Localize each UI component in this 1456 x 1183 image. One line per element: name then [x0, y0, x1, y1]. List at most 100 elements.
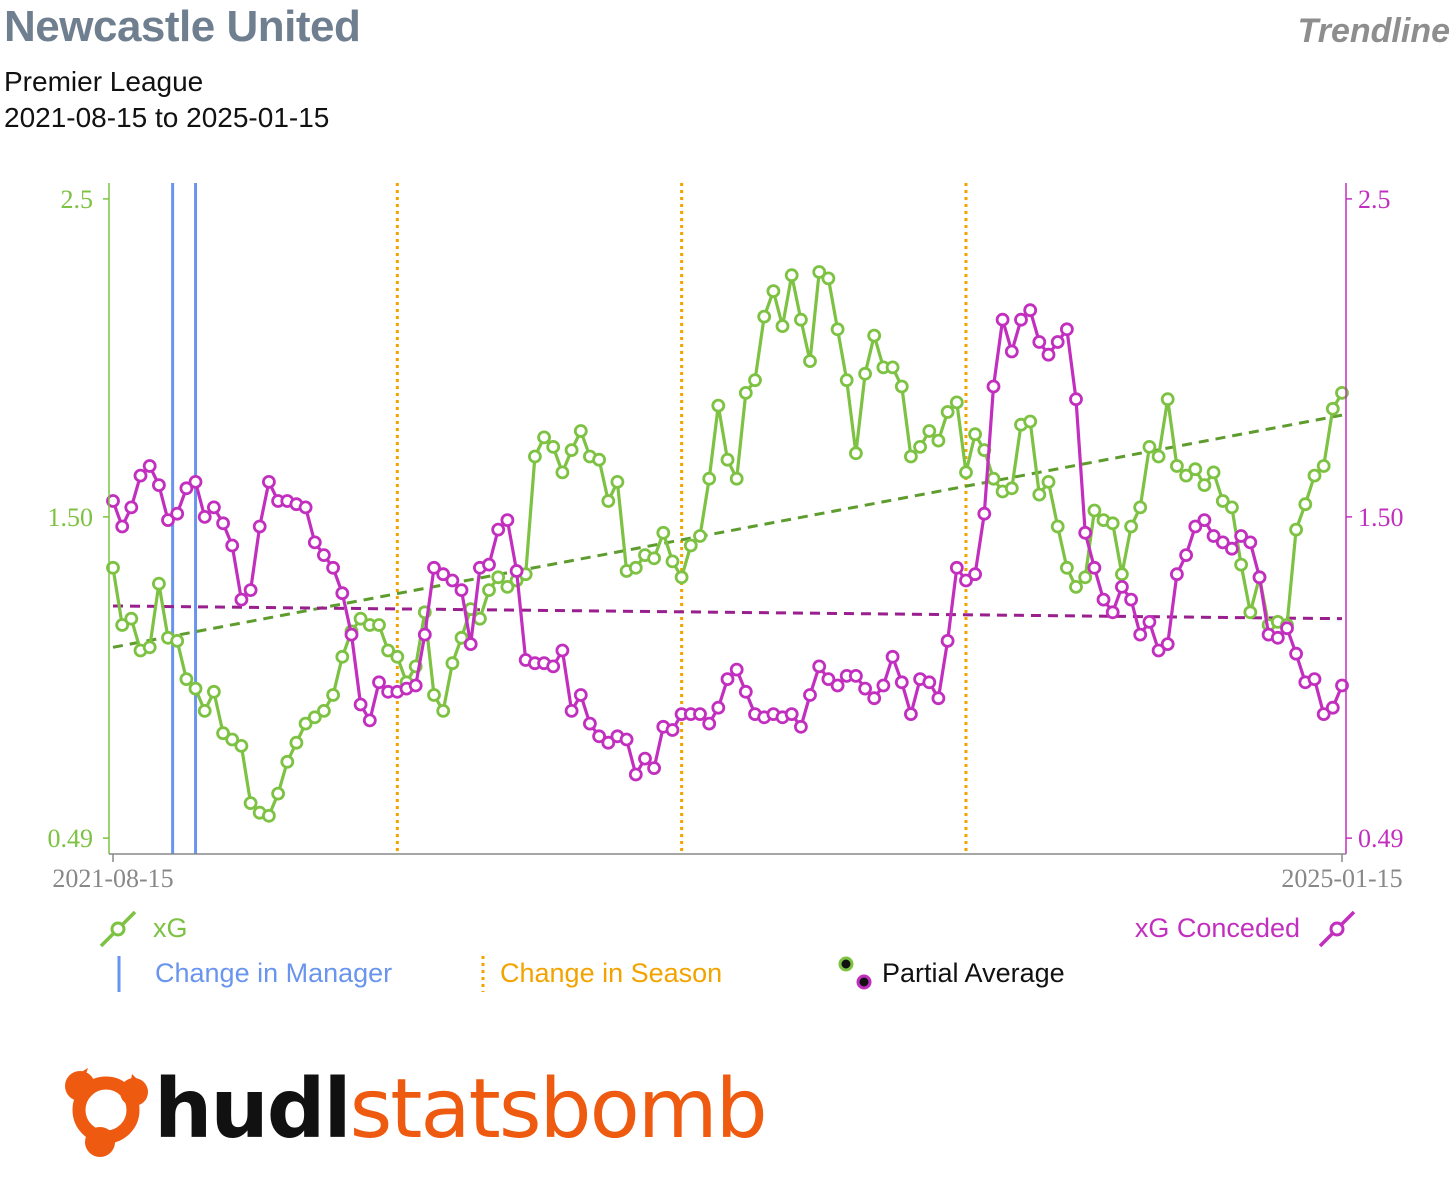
xg-point	[555, 465, 570, 480]
right-tick-label: 2.5	[1358, 185, 1391, 214]
xg-point	[949, 395, 964, 410]
xga-point	[179, 481, 194, 496]
xga-point	[307, 535, 322, 550]
xg-point	[1225, 500, 1239, 515]
xg-point	[922, 424, 937, 438]
xga-point	[491, 522, 506, 537]
xg-point	[528, 449, 542, 464]
right-tick-label: 0.49	[1358, 824, 1404, 853]
axes	[108, 183, 1347, 855]
xg-point	[803, 354, 817, 369]
xga-point	[812, 659, 827, 674]
xg-point	[546, 439, 561, 454]
legend-xga-icon	[1318, 910, 1356, 948]
xga-point	[564, 704, 579, 718]
xga-point	[1160, 637, 1175, 651]
xg-point	[353, 611, 368, 626]
brand-label: Trendline	[1297, 12, 1450, 50]
xga-point	[592, 729, 606, 744]
xga-point	[206, 500, 221, 515]
xga-point	[1032, 335, 1047, 349]
xga-point	[1041, 347, 1056, 362]
xga-point	[1234, 529, 1248, 543]
hudl-statsbomb-logo: hudl statsbomb	[58, 1060, 768, 1160]
xga-point	[234, 592, 249, 607]
left-tick-label: 0.49	[48, 824, 94, 853]
xga-point	[1243, 535, 1258, 550]
xga-point	[876, 678, 891, 693]
xga-point	[252, 519, 267, 534]
legend-partial-average-label: Partial Average	[882, 958, 1065, 988]
xg-point	[454, 630, 469, 645]
xg-point	[179, 672, 194, 686]
xg-point	[1105, 516, 1120, 531]
xg-point	[867, 328, 882, 343]
xg-point	[307, 710, 322, 725]
xga-point	[188, 474, 203, 489]
xg-point	[1197, 478, 1212, 493]
xga-point	[1060, 322, 1074, 337]
xg-point	[748, 373, 762, 388]
xga-point	[1069, 392, 1083, 407]
xga-point	[316, 548, 331, 562]
xga-point	[372, 675, 386, 690]
xg-point	[1307, 468, 1322, 483]
xga-point	[1335, 678, 1349, 693]
xga-point	[601, 735, 616, 750]
xga-point	[1105, 605, 1120, 620]
xg-point	[757, 309, 772, 324]
xga-point	[197, 510, 212, 524]
series-layer	[106, 265, 1349, 823]
xga-point	[344, 627, 359, 642]
xga-point	[326, 560, 341, 575]
xga-point	[1050, 335, 1065, 349]
xg-point	[610, 474, 625, 489]
xg-point	[372, 618, 386, 632]
xga-point	[1170, 567, 1184, 582]
xg-point	[592, 452, 606, 467]
xga-point	[803, 688, 817, 702]
x-tick-label-end: 2025-01-15	[1281, 864, 1402, 893]
xg-point	[904, 449, 918, 464]
xg-point	[1325, 401, 1340, 416]
xga-series	[106, 303, 1349, 782]
left-tick-label: 2.5	[61, 185, 94, 214]
xg-point	[289, 735, 304, 750]
xg-point	[482, 583, 496, 597]
xga-point	[995, 312, 1010, 327]
xg-point	[702, 471, 717, 486]
xg-point	[124, 611, 139, 626]
xg-point	[1179, 468, 1193, 483]
xga-point	[1252, 570, 1267, 585]
xga-point	[794, 719, 808, 734]
xg-point	[316, 704, 331, 718]
xg-point	[427, 688, 441, 702]
xga-point	[335, 586, 350, 601]
xg-point	[1316, 459, 1331, 473]
xg-point	[243, 796, 258, 810]
xg-point	[628, 560, 643, 575]
xg-point	[683, 538, 698, 553]
xg-point	[206, 684, 221, 699]
xg-point	[812, 265, 827, 279]
xg-point	[711, 398, 726, 413]
xg-point	[931, 433, 946, 448]
legend-partial-average-icon	[838, 956, 872, 990]
xg-point	[1151, 449, 1166, 464]
xga-point	[729, 662, 744, 677]
xg-point	[1335, 385, 1349, 400]
xga-point	[583, 716, 597, 731]
xg-point	[1215, 494, 1230, 508]
xga-point	[417, 627, 432, 642]
xg-point	[1050, 519, 1065, 534]
left-tick-label: 1.50	[48, 503, 94, 532]
xg-point	[1087, 503, 1102, 518]
xg-point	[1142, 439, 1157, 454]
xga-point	[968, 567, 982, 582]
xga-point	[1188, 519, 1203, 534]
xg-point	[1078, 570, 1093, 585]
xg-point	[1023, 414, 1038, 429]
xga-point	[647, 761, 661, 775]
xg-point	[326, 688, 341, 702]
xg-point	[794, 312, 808, 327]
